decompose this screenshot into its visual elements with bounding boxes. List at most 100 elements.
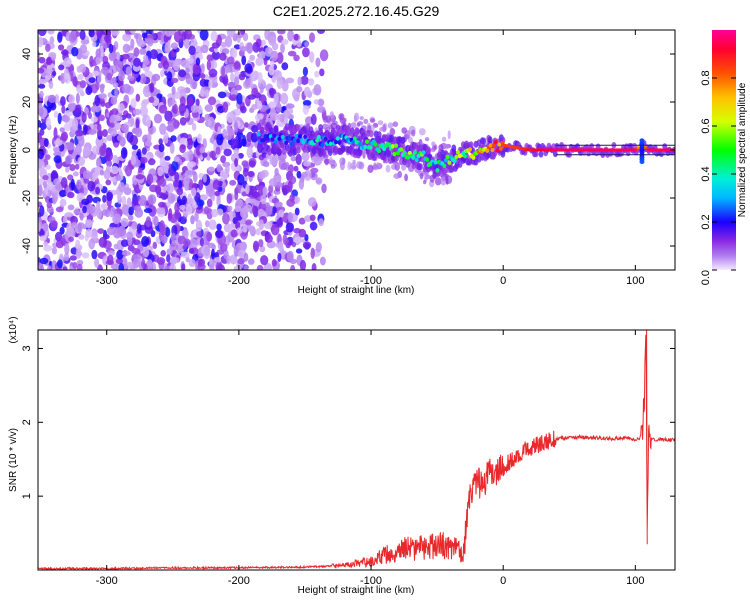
- heatmap-cell: [270, 50, 279, 61]
- heatmap-cell: [299, 259, 306, 270]
- heatmap-cell: [293, 54, 300, 62]
- heatmap-cell: [322, 123, 329, 130]
- heatmap-cell: [222, 181, 227, 189]
- heatmap-cell: [97, 228, 105, 234]
- heatmap-cell: [280, 92, 289, 105]
- snr-frame: [37, 329, 676, 571]
- heatmap-cell: [244, 63, 253, 73]
- heatmap-cell: [487, 136, 493, 144]
- heatmap-cell: [82, 252, 90, 259]
- heatmap-cell: [59, 189, 67, 197]
- heatmap-cell: [95, 186, 101, 195]
- heatmap-cell: [199, 89, 205, 97]
- heatmap-cell: [242, 167, 249, 177]
- heatmap-cell: [280, 134, 285, 140]
- heatmap-cell: [280, 42, 285, 54]
- heatmap-cell: [438, 144, 444, 152]
- colorbar-tick-label: 0.0: [700, 270, 712, 285]
- heatmap-cell: [244, 78, 251, 88]
- heatmap-cell: [199, 237, 205, 247]
- heatmap-cell: [176, 187, 184, 196]
- heatmap-cell: [170, 135, 177, 142]
- heatmap-cell: [302, 66, 308, 77]
- heatmap-cell: [246, 146, 253, 159]
- heatmap-cell: [79, 44, 88, 54]
- heatmap-cell: [310, 247, 315, 259]
- heatmap-cell: [141, 236, 150, 247]
- heatmap-cell: [258, 219, 264, 231]
- heatmap-cell: [287, 180, 293, 193]
- heatmap-cell: [233, 44, 241, 50]
- heatmap-cell: [75, 143, 82, 155]
- heatmap-cell: [78, 234, 85, 240]
- heatmap-cell: [159, 123, 167, 135]
- heatmap-cell: [109, 122, 115, 128]
- heatmap-cell: [94, 94, 101, 107]
- heatmap-cell: [158, 62, 163, 69]
- heatmap-cell: [313, 84, 322, 96]
- heatmap-cell: [321, 148, 327, 157]
- heatmap-cell: [133, 57, 141, 67]
- heatmap-cell: [227, 82, 236, 88]
- heatmap-cell: [310, 113, 317, 125]
- heatmap-cell: [217, 91, 227, 99]
- heatmap-cell: [419, 172, 424, 180]
- heatmap-cell: [319, 68, 325, 77]
- heatmap-cell: [170, 232, 176, 243]
- heatmap-cell: [115, 258, 123, 265]
- snr-y-axis-label: SNR (10 * v/v): [8, 428, 19, 492]
- heatmap-cell: [199, 78, 207, 87]
- heatmap-cell: [184, 169, 193, 179]
- heatmap-cell: [108, 43, 114, 54]
- heatmap-cell: [169, 142, 175, 154]
- heatmap-cell: [153, 215, 159, 227]
- heatmap-cell: [430, 147, 436, 153]
- heatmap-cell: [97, 74, 102, 84]
- heatmap-cell: [367, 164, 374, 173]
- spectrogram-x-tick-label: -200: [228, 275, 250, 287]
- heatmap-cell: [121, 204, 129, 215]
- heatmap-cell: [76, 65, 83, 73]
- heatmap-cell: [216, 195, 221, 207]
- heatmap-cell: [179, 144, 186, 154]
- heatmap-cell: [38, 30, 47, 37]
- heatmap-cell: [92, 196, 101, 204]
- heatmap-cell: [169, 263, 177, 270]
- heatmap-cell: [358, 161, 365, 170]
- heatmap-cell: [369, 118, 376, 123]
- spectrogram-y-ticks: -40 -20 0 20 40: [21, 48, 675, 254]
- heatmap-cell: [72, 76, 78, 87]
- heatmap-cell: [229, 254, 238, 265]
- heatmap-cell: [211, 42, 220, 49]
- heatmap-cell: [297, 134, 302, 139]
- heatmap-cell: [130, 38, 135, 49]
- heatmap-cell: [67, 204, 75, 211]
- heatmap-cell: [226, 124, 232, 132]
- heatmap-cell: [179, 88, 187, 99]
- heatmap-cell: [291, 241, 297, 248]
- spectrogram-x-tick-label: -300: [96, 275, 118, 287]
- heatmap-cell: [195, 57, 201, 66]
- heatmap-cell: [75, 92, 80, 104]
- heatmap-cell: [146, 132, 152, 144]
- heatmap-cell: [302, 47, 310, 58]
- heatmap-cell: [174, 209, 181, 219]
- heatmap-cell: [79, 30, 86, 41]
- heatmap-cell: [133, 47, 140, 57]
- heatmap-cell: [160, 69, 165, 78]
- heatmap-cell: [195, 144, 202, 157]
- heatmap-cell: [252, 205, 258, 215]
- heatmap-cell: [96, 157, 102, 169]
- heatmap-cell: [440, 177, 447, 186]
- heatmap-cell: [45, 117, 51, 128]
- heatmap-cell: [81, 112, 87, 123]
- heatmap-cell: [165, 125, 175, 132]
- heatmap-cell: [104, 34, 112, 43]
- heatmap-cell: [65, 155, 73, 165]
- heatmap-cell: [68, 103, 76, 112]
- heatmap-cell: [270, 137, 275, 142]
- heatmap-cell: [468, 141, 474, 149]
- heatmap-cell: [328, 141, 333, 146]
- heatmap-cell: [109, 114, 118, 126]
- heatmap-cell: [286, 198, 295, 207]
